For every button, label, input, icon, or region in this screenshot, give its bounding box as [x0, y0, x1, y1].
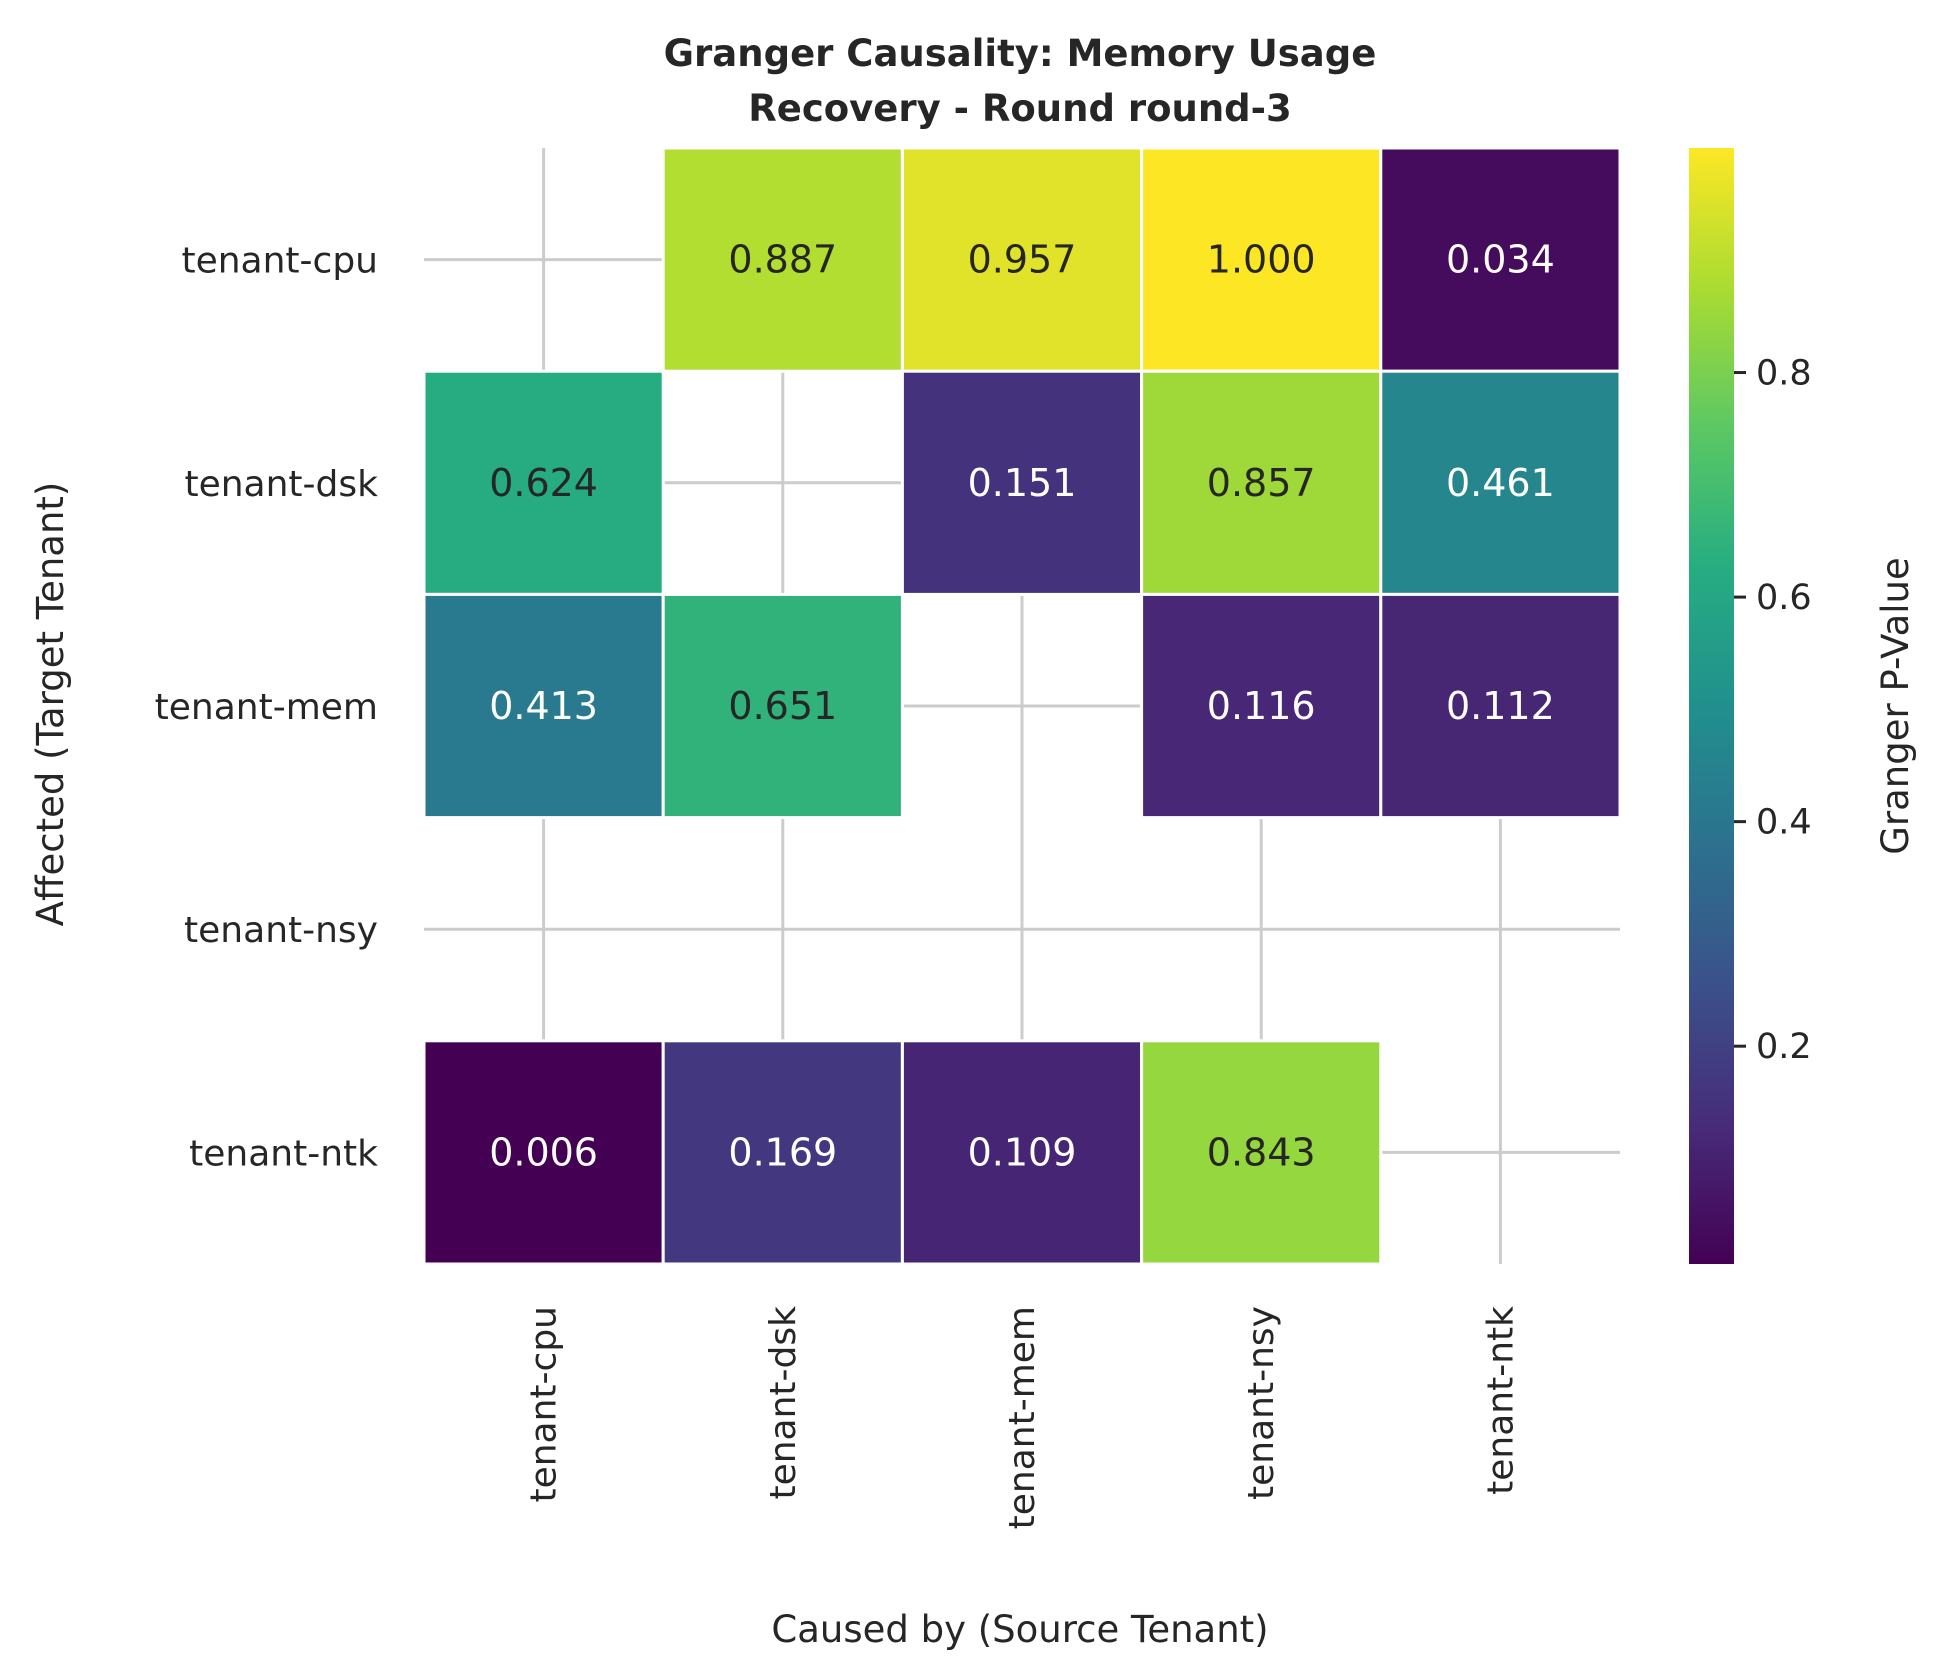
x-tick-label: tenant-cpu — [524, 1306, 565, 1503]
cell-value-label: 0.624 — [489, 461, 598, 505]
cell-value-label: 0.651 — [728, 684, 837, 728]
x-tick-label: tenant-nsy — [1241, 1306, 1282, 1500]
chart-title-line-2: Recovery - Round round-3 — [748, 87, 1292, 130]
x-tick-labels: tenant-cpu tenant-dsk tenant-mem tenant-nsy… — [524, 1306, 1522, 1530]
y-tick-label: tenant-mem — [155, 687, 378, 728]
cell-value-label: 0.112 — [1446, 684, 1555, 728]
cell-value-label: 0.843 — [1207, 1130, 1316, 1174]
heatmap-cell — [900, 146, 1144, 373]
cell-value-label: 0.461 — [1446, 461, 1555, 505]
cell-value-label: 0.857 — [1207, 461, 1316, 505]
colorbar-tick-label: 0.8 — [1756, 354, 1812, 394]
colorbar-tick-label: 0.6 — [1756, 578, 1812, 618]
cell-value-label: 0.957 — [968, 238, 1077, 282]
heatmap-cell — [900, 1039, 1144, 1266]
cell-value-label: 0.413 — [489, 684, 598, 728]
x-tick-label: tenant-ntk — [1480, 1306, 1521, 1495]
colorbar-ticks: 0.2 0.4 0.6 0.8 — [1734, 354, 1812, 1067]
heatmap-cell — [900, 369, 1144, 596]
y-tick-label: tenant-nsy — [184, 910, 378, 951]
heatmap-cell — [1140, 592, 1383, 820]
cell-value-label: 0.109 — [968, 1130, 1077, 1174]
x-axis-label: Caused by (Source Tenant) — [771, 1608, 1268, 1651]
y-tick-labels: tenant-cpu tenant-dsk tenant-mem tenant-nsy… — [155, 241, 379, 1175]
colorbar-gradient — [1689, 148, 1734, 1264]
heatmap-cell — [1140, 369, 1383, 596]
heatmap-cell — [1379, 369, 1622, 596]
y-axis-label: Affected (Target Tenant) — [29, 482, 72, 927]
colorbar-tick-label: 0.2 — [1756, 1027, 1812, 1067]
heatmap-cell — [422, 1039, 665, 1266]
chart-title-line-1: Granger Causality: Memory Usage — [664, 32, 1377, 75]
heatmap-cell — [661, 592, 904, 820]
cell-value-label: 0.169 — [728, 1130, 837, 1174]
cell-value-label: 1.000 — [1207, 238, 1316, 282]
cell-value-label: 0.116 — [1207, 684, 1316, 728]
heatmap-cell — [422, 369, 665, 596]
y-tick-label: tenant-cpu — [181, 241, 378, 282]
cell-value-label: 0.887 — [728, 238, 837, 282]
colorbar: 0.2 0.4 0.6 0.8 Granger P-Value — [1689, 148, 1917, 1264]
plot-area: 0.887 0.957 1.000 0.034 0.624 0.151 0.857 0.461… — [422, 146, 1622, 1266]
heatmap-cell — [661, 1039, 904, 1266]
heatmap-cell — [1140, 1039, 1383, 1266]
colorbar-tick-label: 0.4 — [1756, 803, 1812, 843]
y-tick-label: tenant-ntk — [189, 1133, 378, 1174]
cell-value-label: 0.006 — [489, 1130, 598, 1174]
cell-value-label: 0.151 — [968, 461, 1077, 505]
x-tick-label: tenant-dsk — [763, 1306, 804, 1500]
x-tick-label: tenant-mem — [1002, 1306, 1043, 1529]
colorbar-label: Granger P-Value — [1874, 557, 1917, 855]
heatmap-cell — [1379, 146, 1622, 373]
heatmap-cell — [1379, 592, 1622, 820]
heatmap-cell — [422, 592, 665, 820]
cell-value-label: 0.034 — [1446, 238, 1555, 282]
y-tick-label: tenant-dsk — [184, 464, 378, 505]
